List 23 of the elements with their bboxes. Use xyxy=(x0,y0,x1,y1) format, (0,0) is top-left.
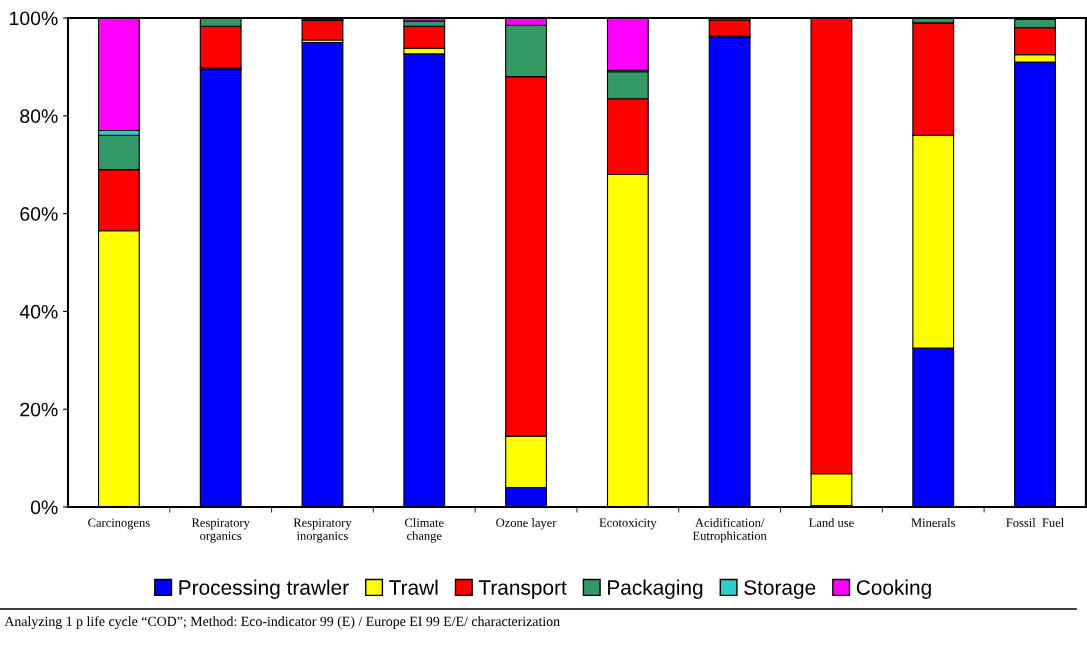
x-tick-label: Acidification/ Eutrophication xyxy=(692,517,767,543)
x-tick-label: Ecotoxicity xyxy=(599,518,657,530)
x-tick-label: Minerals xyxy=(911,518,955,527)
y-tick-label: 80% xyxy=(20,109,58,124)
y-tick-label: 0% xyxy=(30,500,58,515)
x-tick-label: Respiratory inorganics xyxy=(293,518,352,543)
x-tick-label: Carcinogens xyxy=(88,518,150,530)
legend-label: Cooking xyxy=(856,579,931,599)
text: Analyzing 1 p life cycle “COD”; Method: Eco-indicator 99 (E) / Europe EI 99 E/E/ characterization xyxy=(4,616,560,629)
x-tick-label: Land use xyxy=(809,518,854,527)
x-tick-label: Climate change xyxy=(405,518,444,543)
y-tick-label: 20% xyxy=(20,402,58,417)
legend-label: Transport xyxy=(478,580,567,599)
y-tick-label: 60% xyxy=(20,207,58,221)
x-tick-label: Respiratory organics xyxy=(191,518,250,543)
legend-label: Storage xyxy=(744,580,816,599)
legend-label: Packaging xyxy=(608,579,703,599)
legend-label: Processing trawler xyxy=(179,579,349,599)
legend-label: Trawl xyxy=(389,579,438,595)
x-tick-label: Fossil Fuel xyxy=(1006,518,1064,527)
y-tick-label: 40% xyxy=(19,304,58,319)
x-tick-label: Ozone layer xyxy=(496,518,557,530)
y-tick-label: 100% xyxy=(10,11,58,26)
